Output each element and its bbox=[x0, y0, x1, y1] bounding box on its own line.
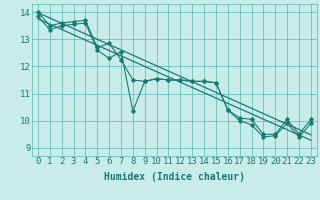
X-axis label: Humidex (Indice chaleur): Humidex (Indice chaleur) bbox=[104, 172, 245, 182]
